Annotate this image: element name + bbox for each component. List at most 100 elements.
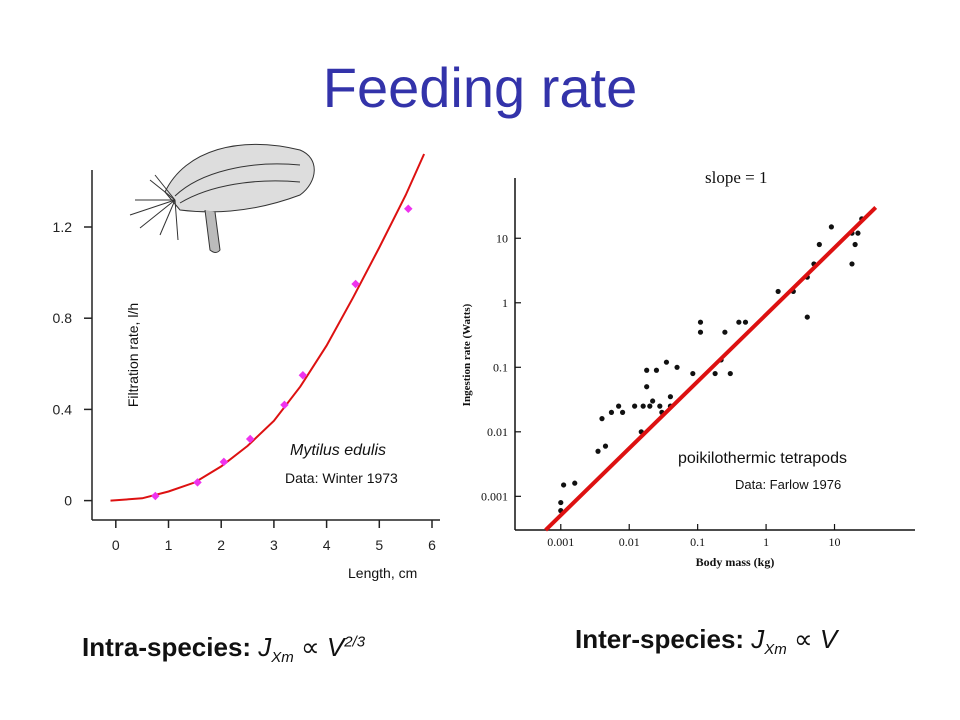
left-species: Mytilus edulis [290,442,387,459]
left-data-point [351,279,360,289]
right-y-tick-label: 0.1 [493,360,508,374]
formula-sub: Xm [271,649,294,667]
left-points [151,204,413,501]
right-data-point [640,403,646,409]
left-fit-curve [110,153,426,502]
left-x-tick-label: 6 [428,537,436,553]
left-ylabel: Filtration rate, l/h [125,302,141,408]
right-group: poikilothermic tetrapods [678,450,847,467]
right-data-point [663,359,670,365]
right-data-point [632,403,638,409]
formula-sup: 2/3 [344,633,366,651]
right-data-point [849,261,855,267]
left-source: Data: Winter 1973 [285,470,398,486]
formula-j: J [751,624,765,654]
right-data-point [712,370,718,377]
left-data-point [245,434,255,444]
right-data-point [736,319,742,325]
left-x-tick-label: 2 [217,537,225,553]
left-data-point [219,457,229,467]
left-ticks: 0 1 2 3 4 5 6 0 0.4 0.8 1.2 [53,219,437,553]
right-data-point [667,394,674,400]
right-data-point [599,416,605,422]
left-axes [91,170,440,521]
right-ticks: 0.001 0.01 0.1 1 10 0.001 0.01 0.1 1 10 [481,231,841,549]
left-data-point [404,204,413,214]
right-y-tick-label: 0.001 [481,489,508,503]
right-data-point [697,319,704,325]
right-data-point [690,370,696,377]
proportional-symbol: ∝ [301,632,320,662]
right-y-tick-label: 10 [496,231,508,245]
left-x-tick-label: 0 [112,537,120,553]
page-title: Feeding rate [322,56,638,119]
mussel-illustration [129,143,315,253]
left-y-tick-label: 0 [64,493,72,509]
right-data-point [727,370,733,377]
right-y-tick-label: 0.01 [487,425,508,439]
right-data-point [722,329,728,335]
right-data-point [558,499,564,506]
right-data-point [561,482,567,488]
right-data-point [644,384,650,390]
formula-prefix: Inter-species: [575,624,752,654]
right-data-point [595,448,601,454]
formula-v: V [326,632,345,662]
left-data-point [280,400,289,410]
right-data-point [697,329,704,335]
right-data-point [816,241,822,248]
formula-v: V [819,624,838,654]
left-y-tick-label: 1.2 [53,219,73,235]
right-data-point [602,443,609,449]
left-xlabel: Length, cm [348,565,418,581]
right-points [558,216,865,514]
slope-annotation: slope = 1 [705,168,768,187]
right-x-tick-label: 0.1 [690,535,705,549]
right-source: Data: Farlow 1976 [735,477,842,492]
right-data-point [616,403,622,409]
right-data-point [775,288,781,295]
right-y-tick-label: 1 [502,296,508,310]
inter-species-formula: Inter-species: JXm ∝ V [575,624,837,658]
intra-species-formula: Intra-species: JXm ∝ V2/3 [82,632,365,666]
right-data-point [644,367,650,373]
right-xlabel: Body mass (kg) [696,555,775,569]
left-data-point [151,491,160,501]
formula-sub: Xm [764,641,787,659]
right-data-point [657,403,663,409]
right-x-tick-label: 1 [763,535,769,549]
right-axes: Ingestion rate (Watts) Body mass (kg) [461,178,915,569]
left-fit-curve-path [110,153,426,502]
left-data-point [298,370,308,380]
proportional-symbol: ∝ [794,624,813,654]
right-data-point [804,314,810,320]
formula-prefix: Intra-species: [82,632,259,662]
right-data-point [855,230,861,236]
right-x-tick-label: 10 [829,535,841,549]
right-data-point [653,367,660,373]
right-data-point [619,409,626,415]
left-data-point [193,478,202,487]
left-x-tick-label: 1 [165,537,173,553]
right-data-point [742,319,749,325]
left-x-tick-label: 3 [270,537,278,553]
left-y-tick-label: 0.8 [53,310,73,326]
right-data-point [852,241,858,248]
formula-j: J [258,632,272,662]
right-data-point [647,403,653,409]
left-x-tick-label: 5 [375,537,383,553]
right-data-point [828,224,834,230]
right-data-point [650,398,656,404]
right-data-point [674,364,680,370]
right-data-point [572,480,578,486]
right-fit-line [544,206,878,532]
right-x-tick-label: 0.01 [619,535,640,549]
left-y-tick-label: 0.4 [53,401,73,417]
right-ylabel: Ingestion rate (Watts) [461,303,473,406]
right-data-point [608,409,615,415]
right-x-tick-label: 0.001 [547,535,574,549]
left-x-tick-label: 4 [323,537,331,553]
right-fit-line-path [544,206,878,532]
